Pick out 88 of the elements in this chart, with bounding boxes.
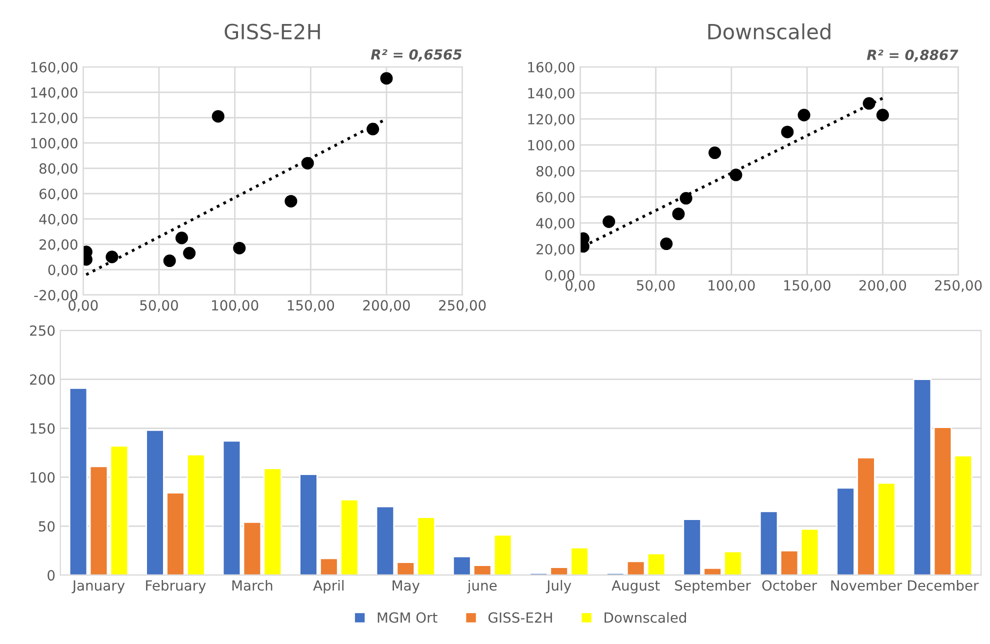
legend-label: MGM Ort: [378, 612, 438, 623]
point: [708, 146, 722, 160]
legend-label: Downscaled: [604, 612, 686, 623]
bar: [933, 426, 952, 576]
chart-title: Downscaled: [708, 23, 830, 40]
bar: [376, 506, 395, 576]
y-tick-label: 140,00: [528, 88, 574, 100]
point: [233, 242, 246, 254]
text: R² = 0,6565: [370, 49, 462, 62]
x-tick-label: 50,00: [636, 280, 675, 292]
x-tick-label: May: [392, 580, 420, 594]
point: [183, 246, 196, 260]
x-tick-label: 100,00: [708, 280, 755, 292]
x-tick-label: January: [72, 580, 125, 594]
bar: [222, 440, 242, 576]
x-tick-label: 250,00: [439, 300, 486, 312]
x-tick-label: 200,00: [363, 300, 410, 312]
x-tick-label: 200,00: [859, 280, 906, 292]
x-tick-label: November: [831, 580, 902, 591]
point: [862, 97, 876, 110]
y-tick-label: 150: [30, 423, 55, 434]
point: [175, 232, 188, 244]
x-tick-label: October: [762, 580, 818, 591]
bar: [89, 466, 108, 576]
point: [730, 168, 742, 182]
bar: [242, 522, 262, 576]
y-tick-label: 50: [38, 521, 55, 532]
x-tick-label: March: [232, 580, 272, 591]
point: [781, 126, 794, 138]
x-tick-label: April: [313, 580, 344, 594]
bar: [646, 552, 666, 576]
x-tick-label: December: [908, 580, 979, 591]
x-tick-label: june: [467, 580, 497, 594]
bar: [780, 550, 799, 576]
x-tick-label: August: [612, 580, 660, 594]
x-tick-label: 250,00: [935, 280, 982, 292]
y-tick-label: 120,00: [31, 112, 78, 125]
y-tick-label: 60,00: [536, 192, 574, 204]
y-tick-label: 250: [30, 325, 55, 336]
point: [163, 254, 176, 268]
bar: [263, 468, 282, 576]
x-tick-label: 100,00: [212, 300, 258, 312]
point: [798, 108, 810, 122]
y-tick-label: 20,00: [536, 244, 574, 256]
point: [672, 208, 685, 220]
y-tick-label: 100: [30, 472, 55, 483]
x-tick-label: July: [546, 580, 572, 594]
bar: [110, 445, 129, 576]
y-tick-label: -20,00: [34, 290, 78, 302]
bar: [912, 378, 932, 576]
y-tick-label: 160,00: [528, 62, 574, 74]
y-tick-label: 80,00: [536, 166, 574, 178]
y-tick-label: 40,00: [39, 214, 78, 226]
y-tick-label: 40,00: [536, 218, 574, 230]
bar: [954, 454, 973, 576]
point: [380, 72, 393, 85]
y-tick-label: 140,00: [31, 87, 78, 100]
y-tick-label: 0,00: [48, 264, 78, 277]
x-tick-label: September: [675, 580, 751, 594]
chart-title: GISS-E2H: [224, 24, 320, 40]
legend-label: GISS-E2H: [488, 612, 552, 623]
y-tick-label: 60,00: [40, 188, 78, 201]
point: [660, 238, 673, 250]
y-tick-label: 120,00: [528, 114, 574, 126]
x-tick-label: 0,00: [68, 300, 98, 312]
bar: [68, 387, 88, 576]
bar: [759, 510, 778, 576]
y-tick-label: 160,00: [31, 62, 78, 74]
x-tick-label: February: [146, 580, 206, 594]
x-tick-label: 50,00: [140, 300, 178, 312]
point: [106, 250, 118, 264]
x-tick-label: 150,00: [288, 300, 334, 312]
y-tick-label: 0: [48, 570, 55, 581]
y-tick-label: 20,00: [40, 239, 78, 252]
y-tick-label: 0,00: [545, 270, 574, 282]
y-tick-label: 80,00: [39, 163, 78, 176]
bar: [800, 528, 820, 576]
point: [212, 110, 224, 123]
point: [284, 194, 298, 208]
y-tick-label: 100,00: [528, 140, 574, 152]
point: [876, 108, 889, 122]
text: R² = 0,8867: [866, 50, 958, 62]
y-tick-label: 100,00: [31, 138, 78, 150]
point: [602, 215, 616, 228]
y-tick-label: 200: [30, 374, 55, 385]
x-tick-label: 0,00: [566, 280, 595, 292]
x-tick-label: 150,00: [784, 280, 830, 292]
point: [680, 192, 692, 205]
